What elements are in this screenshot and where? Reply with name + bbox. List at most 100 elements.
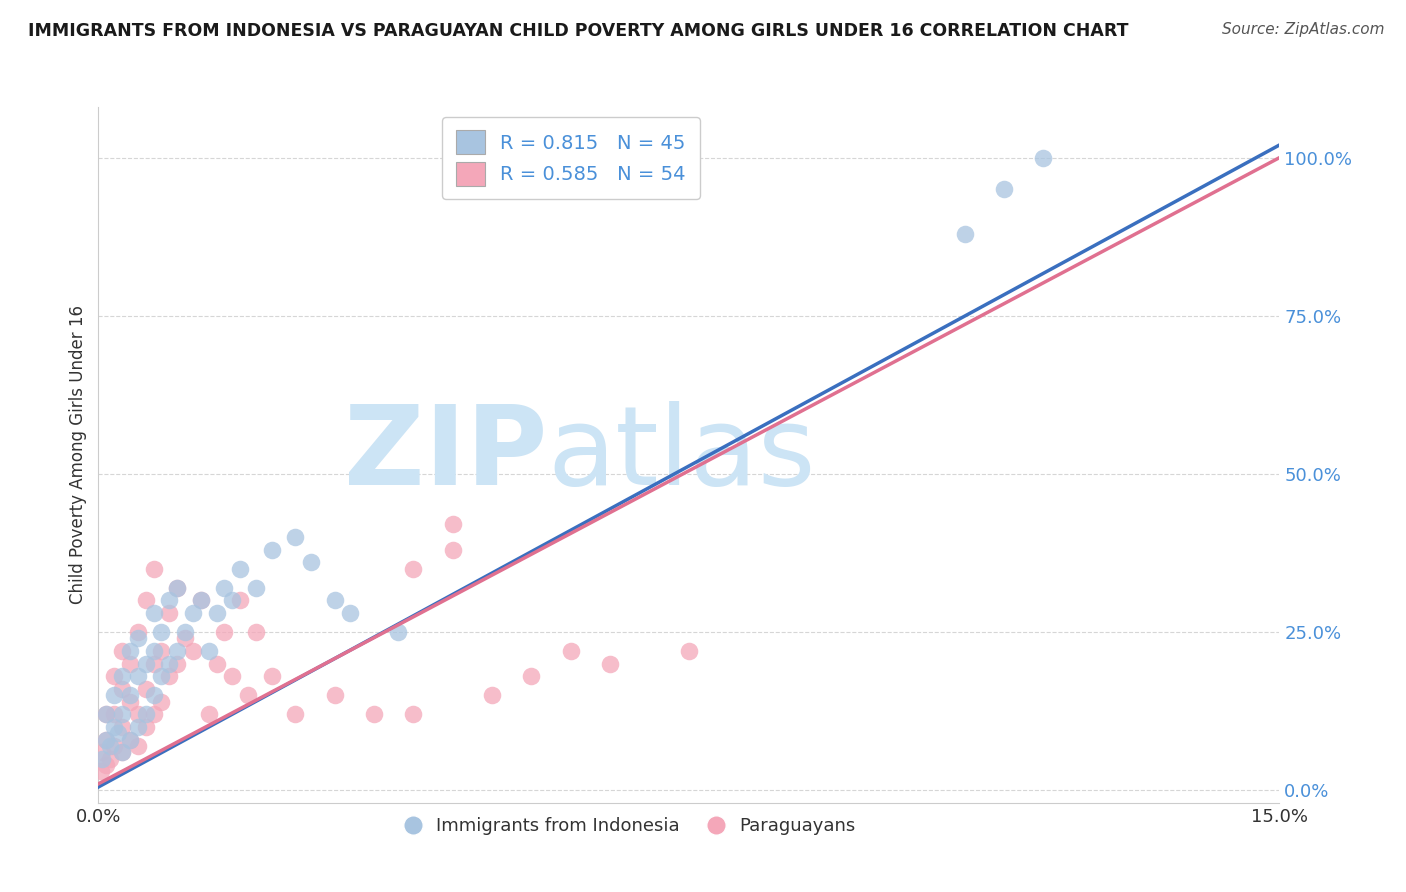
Point	[260, 542, 283, 557]
Point	[150, 669, 173, 683]
Point	[118, 644, 141, 658]
Text: ZIP: ZIP	[344, 401, 547, 508]
Point	[91, 745, 114, 759]
Point	[142, 644, 165, 658]
Point	[221, 669, 243, 683]
Point	[214, 581, 236, 595]
Point	[118, 657, 141, 671]
Point	[111, 644, 134, 658]
Point	[90, 764, 112, 779]
Point	[142, 562, 165, 576]
Point	[142, 688, 165, 702]
Point	[127, 739, 149, 753]
Point	[135, 707, 157, 722]
Point	[245, 581, 267, 595]
Point	[190, 593, 212, 607]
Point	[103, 669, 125, 683]
Point	[323, 593, 346, 607]
Point	[111, 745, 134, 759]
Point	[260, 669, 283, 683]
Point	[214, 625, 236, 640]
Point	[205, 657, 228, 671]
Point	[118, 688, 141, 702]
Point	[103, 739, 125, 753]
Point	[118, 732, 141, 747]
Point	[181, 606, 204, 620]
Point	[103, 707, 125, 722]
Point	[150, 644, 173, 658]
Point	[560, 644, 582, 658]
Point	[127, 707, 149, 722]
Point	[166, 581, 188, 595]
Point	[205, 606, 228, 620]
Point	[323, 688, 346, 702]
Point	[111, 745, 134, 759]
Point	[103, 720, 125, 734]
Point	[363, 707, 385, 722]
Text: Source: ZipAtlas.com: Source: ZipAtlas.com	[1222, 22, 1385, 37]
Point	[111, 707, 134, 722]
Point	[166, 657, 188, 671]
Point	[111, 720, 134, 734]
Point	[284, 530, 307, 544]
Point	[441, 517, 464, 532]
Point	[197, 644, 219, 658]
Point	[107, 726, 129, 740]
Point	[91, 751, 114, 765]
Point	[111, 681, 134, 696]
Point	[111, 669, 134, 683]
Point	[96, 707, 118, 722]
Point	[142, 606, 165, 620]
Point	[339, 606, 361, 620]
Point	[441, 542, 464, 557]
Y-axis label: Child Poverty Among Girls Under 16: Child Poverty Among Girls Under 16	[69, 305, 87, 605]
Point	[181, 644, 204, 658]
Point	[157, 669, 180, 683]
Point	[387, 625, 409, 640]
Point	[993, 182, 1015, 196]
Point	[174, 632, 197, 646]
Point	[221, 593, 243, 607]
Point	[245, 625, 267, 640]
Point	[135, 593, 157, 607]
Point	[103, 688, 125, 702]
Point	[96, 757, 118, 772]
Point	[157, 606, 180, 620]
Point	[402, 707, 425, 722]
Point	[284, 707, 307, 722]
Point	[135, 720, 157, 734]
Point	[166, 581, 188, 595]
Point	[174, 625, 197, 640]
Point	[953, 227, 976, 241]
Point	[299, 556, 322, 570]
Point	[118, 695, 141, 709]
Point	[98, 751, 121, 765]
Point	[150, 695, 173, 709]
Point	[127, 632, 149, 646]
Point	[678, 644, 700, 658]
Point	[127, 720, 149, 734]
Point	[481, 688, 503, 702]
Point	[599, 657, 621, 671]
Point	[166, 644, 188, 658]
Point	[197, 707, 219, 722]
Text: IMMIGRANTS FROM INDONESIA VS PARAGUAYAN CHILD POVERTY AMONG GIRLS UNDER 16 CORRE: IMMIGRANTS FROM INDONESIA VS PARAGUAYAN …	[28, 22, 1129, 40]
Point	[1032, 151, 1054, 165]
Point	[118, 732, 141, 747]
Point	[157, 657, 180, 671]
Point	[96, 732, 118, 747]
Point	[135, 657, 157, 671]
Point	[142, 707, 165, 722]
Point	[190, 593, 212, 607]
Point	[229, 562, 252, 576]
Point	[520, 669, 543, 683]
Point	[229, 593, 252, 607]
Point	[96, 707, 118, 722]
Point	[236, 688, 259, 702]
Legend: Immigrants from Indonesia, Paraguayans: Immigrants from Indonesia, Paraguayans	[396, 810, 863, 842]
Text: atlas: atlas	[547, 401, 815, 508]
Point	[98, 739, 121, 753]
Point	[157, 593, 180, 607]
Point	[135, 681, 157, 696]
Point	[96, 732, 118, 747]
